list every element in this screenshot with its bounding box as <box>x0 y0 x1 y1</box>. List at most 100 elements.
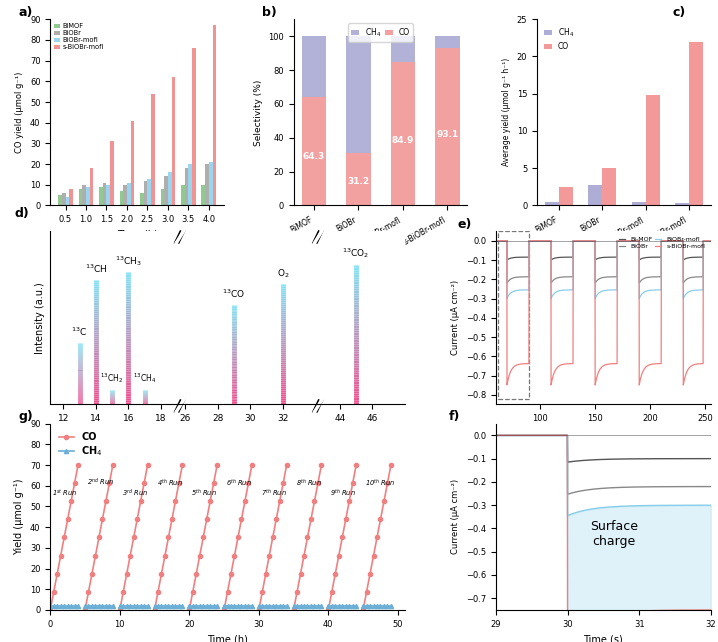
CO <box>129 534 138 541</box>
Text: 6$^{th}$ Run: 6$^{th}$ Run <box>226 477 252 488</box>
BiOBr-mofl <box>661 237 669 245</box>
Bar <box>172 77 175 205</box>
BiOBr <box>492 237 500 245</box>
Bi-MOF <box>596 254 605 262</box>
BiOBr-mofl <box>700 237 709 245</box>
Text: e): e) <box>457 218 472 230</box>
Text: $^{13}$CO: $^{13}$CO <box>223 288 246 300</box>
Bar <box>645 95 660 205</box>
Bar <box>202 185 205 205</box>
Bar <box>62 193 65 205</box>
Bar <box>140 193 144 205</box>
Y-axis label: Average yield (μmol g⁻¹ h⁻¹): Average yield (μmol g⁻¹ h⁻¹) <box>502 58 511 166</box>
CO <box>46 606 55 614</box>
Bar <box>106 185 110 205</box>
Bar <box>675 204 689 205</box>
CH$_4$ <box>376 602 385 610</box>
Text: 8$^{th}$ Run: 8$^{th}$ Run <box>296 477 322 488</box>
Bi-MOF <box>492 237 500 245</box>
Bar <box>188 164 192 205</box>
Legend: Bi-MOF, BiOBr, BiOBr-mofl, s-BiOBr-mofl: Bi-MOF, BiOBr, BiOBr-mofl, s-BiOBr-mofl <box>617 234 708 251</box>
Text: Surface
charge: Surface charge <box>590 520 638 548</box>
Bar <box>103 183 106 205</box>
Bar <box>147 178 151 205</box>
Text: a): a) <box>19 6 33 19</box>
Line: CH$_4$: CH$_4$ <box>48 603 393 608</box>
Text: $^{13}$CO$_2$: $^{13}$CO$_2$ <box>342 247 370 261</box>
Text: f): f) <box>449 410 460 423</box>
Bar <box>58 195 62 205</box>
Bar <box>192 48 196 205</box>
Bi-MOF <box>590 237 599 245</box>
Text: $^{13}$CH$_4$: $^{13}$CH$_4$ <box>133 372 157 385</box>
Bar <box>689 42 703 205</box>
Bar <box>90 168 93 205</box>
Bar <box>110 141 114 205</box>
s-BiOBr-mofl <box>700 237 709 245</box>
Bar <box>151 94 155 205</box>
CO <box>227 570 236 578</box>
Bi-MOF <box>679 256 688 264</box>
Bar <box>205 164 209 205</box>
Text: 5$^{th}$ Run: 5$^{th}$ Run <box>192 487 218 498</box>
Bar <box>144 180 147 205</box>
Text: $^{13}$CH$_3$: $^{13}$CH$_3$ <box>115 254 142 268</box>
BiOBr <box>503 237 511 245</box>
Bar <box>588 185 602 205</box>
Line: Bi-MOF: Bi-MOF <box>496 241 711 260</box>
Text: 3$^{rd}$ Run: 3$^{rd}$ Run <box>122 487 148 499</box>
Bar <box>69 189 73 205</box>
Text: g): g) <box>19 410 33 423</box>
Bar <box>120 191 123 205</box>
Bar <box>302 36 326 96</box>
CO <box>365 570 374 578</box>
Text: 7$^{th}$ Run: 7$^{th}$ Run <box>261 487 286 498</box>
Text: 64.3: 64.3 <box>303 152 325 161</box>
Bar <box>213 26 216 205</box>
Line: CO: CO <box>48 463 393 612</box>
X-axis label: Time (s): Time (s) <box>584 634 623 642</box>
Bar <box>181 185 185 205</box>
CH$_4$ <box>227 602 236 610</box>
Y-axis label: Yield (μmol g⁻¹): Yield (μmol g⁻¹) <box>14 478 24 555</box>
Bar <box>99 187 103 205</box>
Text: $^{13}$CH$_2$: $^{13}$CH$_2$ <box>101 372 123 385</box>
Legend: BiMOF, BiOBr, BiOBr-mofl, s-BiOBr-mofl: BiMOF, BiOBr, BiOBr-mofl, s-BiOBr-mofl <box>54 22 104 51</box>
CH$_4$ <box>254 602 263 610</box>
BiOBr-mofl <box>679 295 688 302</box>
Bar <box>391 36 415 62</box>
CO <box>376 516 385 523</box>
Bar <box>391 62 415 205</box>
Bar <box>302 96 326 205</box>
Y-axis label: Selectivity (%): Selectivity (%) <box>253 79 263 146</box>
Text: $^{13}$CH: $^{13}$CH <box>85 263 107 275</box>
Bar <box>168 172 172 205</box>
Bar <box>209 162 213 205</box>
Y-axis label: Current (μA cm⁻²): Current (μA cm⁻²) <box>452 280 460 356</box>
Bi-MOF <box>700 237 709 245</box>
Bar <box>545 202 559 205</box>
s-BiOBr-mofl <box>492 237 500 245</box>
BiOBr-mofl <box>492 237 500 245</box>
BiOBr-mofl <box>707 237 715 245</box>
Bi-MOF <box>503 237 511 245</box>
s-BiOBr-mofl <box>700 237 709 245</box>
BiOBr-mofl <box>700 237 709 245</box>
Bar <box>498 231 529 399</box>
Line: BiOBr: BiOBr <box>496 241 711 283</box>
Bar <box>435 36 460 48</box>
Bar <box>346 36 370 153</box>
BiOBr <box>661 237 669 245</box>
Bar <box>127 183 131 205</box>
BiOBr <box>679 279 688 287</box>
Legend: CH$_4$, CO: CH$_4$, CO <box>541 23 577 55</box>
Line: BiOBr-mofl: BiOBr-mofl <box>496 241 711 299</box>
Bi-MOF <box>661 237 669 245</box>
X-axis label: m/z: m/z <box>218 429 237 438</box>
Bar <box>435 48 460 205</box>
Bar <box>602 168 616 205</box>
Bar <box>65 197 69 205</box>
Bar <box>164 177 168 205</box>
Legend: CO, CH$_4$: CO, CH$_4$ <box>55 429 107 462</box>
X-axis label: Time (s): Time (s) <box>584 429 623 438</box>
